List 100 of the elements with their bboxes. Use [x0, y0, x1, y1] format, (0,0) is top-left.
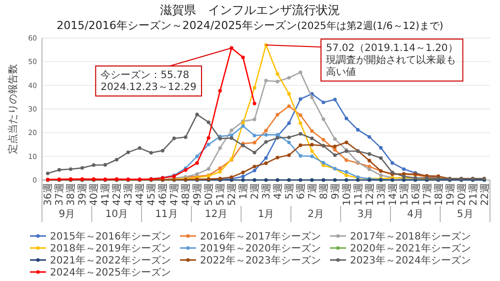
point [264, 156, 268, 160]
point [92, 163, 96, 167]
x-tick-label: 9週 [330, 183, 342, 200]
point [310, 96, 314, 100]
point [287, 92, 291, 96]
text: 9月 [58, 209, 76, 220]
legend-label: 2021年～2022年シーズン [50, 254, 171, 266]
point [218, 170, 222, 174]
point [333, 153, 337, 157]
x-tick-label: 17週 [422, 183, 434, 206]
point [206, 120, 210, 124]
point [218, 146, 222, 150]
legend-label: 2015年～2016年シーズン [50, 230, 171, 242]
annotation: 57.02（2019.1.14～1.20）現調査が開始されて以来最も高い値 [326, 43, 458, 78]
x-tick-label: 37週 [54, 183, 66, 206]
point [57, 168, 62, 172]
point [206, 136, 210, 140]
point [344, 140, 348, 144]
x-tick-label: 4週 [272, 183, 284, 200]
point [368, 152, 372, 156]
x-tick-label: 22週 [480, 183, 491, 206]
text: 4月 [407, 209, 424, 220]
chart-title: 滋賀県 インフルエンザ流行状況 [160, 3, 340, 17]
legend-label: 2022年～2023年シーズン [200, 254, 321, 266]
point [298, 113, 302, 117]
x-tick-label: 46週 [158, 183, 170, 206]
x-tick-label: 12週 [364, 183, 376, 206]
point [241, 170, 245, 174]
legend-label: 2018年～2019年シーズン [50, 242, 171, 254]
x-tick-label: 38週 [66, 183, 78, 206]
x-tick-label: 3週 [262, 183, 272, 200]
point [287, 76, 291, 80]
point [241, 56, 245, 60]
x-tick-label: 45週 [146, 183, 158, 206]
point [344, 158, 348, 162]
text: (2025年は第2週(1/6～12)まで) [297, 20, 444, 32]
point [368, 135, 372, 139]
point [264, 128, 268, 132]
point [310, 149, 314, 153]
x-tick-label: 42週 [112, 183, 124, 206]
point [126, 150, 130, 154]
x-tick-label: 41週 [100, 183, 112, 206]
point [322, 138, 326, 142]
x-tick-label: 48週 [181, 183, 192, 206]
point [298, 70, 302, 74]
point [276, 112, 280, 116]
point [195, 172, 199, 176]
point [287, 153, 291, 157]
point [379, 146, 383, 150]
point [276, 72, 280, 76]
point [218, 166, 222, 170]
x-tick-label: 20週 [456, 183, 468, 206]
point [264, 140, 268, 144]
point [218, 88, 222, 93]
point [46, 172, 50, 176]
text: 10月 [105, 209, 128, 220]
point [172, 136, 176, 140]
x-tick-label: 51週 [216, 183, 227, 206]
x-tick-label: 11週 [353, 183, 364, 206]
point [276, 80, 280, 84]
x-tick-label: 39週 [78, 183, 89, 206]
point [402, 167, 406, 171]
point [241, 124, 245, 128]
point [287, 104, 291, 108]
legend-label: 2020年～2021年シーズン [350, 242, 471, 254]
point [310, 136, 314, 140]
point [252, 134, 256, 138]
x-tick-label: 15週 [399, 183, 410, 206]
point [195, 161, 199, 165]
x-tick-label: 52週 [227, 183, 238, 206]
point [322, 160, 326, 165]
legend-label: 2024年～2025年シーズン [50, 266, 171, 278]
point [276, 156, 280, 160]
point [368, 164, 372, 168]
point [230, 136, 234, 140]
point [310, 129, 314, 133]
point [333, 148, 337, 152]
point [344, 116, 348, 120]
point [322, 117, 326, 121]
x-tick-label: 6週 [296, 183, 307, 200]
point [184, 135, 188, 139]
y-axis-title: 定点当たりの報告数 [7, 64, 19, 154]
point [264, 132, 268, 137]
point [264, 78, 268, 82]
point [252, 102, 256, 106]
point [310, 154, 314, 158]
x-tick-label: 40週 [89, 183, 100, 206]
x-tick-label: 43週 [124, 183, 135, 206]
annotation: 今シーズン：55.78 2024.12.23～12.29 [100, 68, 197, 93]
x-tick-label: 7週 [307, 183, 318, 200]
legend-label: 2017年～2018年シーズン [350, 230, 471, 242]
point [333, 144, 337, 148]
text: 12月 [204, 209, 228, 220]
point [68, 167, 73, 171]
x-tick-label: 1週 [238, 183, 250, 200]
x-tick-label: 16週 [410, 183, 422, 206]
legend-label: 2016年～2017年シーズン [200, 230, 321, 242]
x-tick-label: 36週 [43, 183, 54, 206]
text: 11月 [155, 209, 178, 220]
x-tick-label: 19週 [445, 183, 456, 206]
